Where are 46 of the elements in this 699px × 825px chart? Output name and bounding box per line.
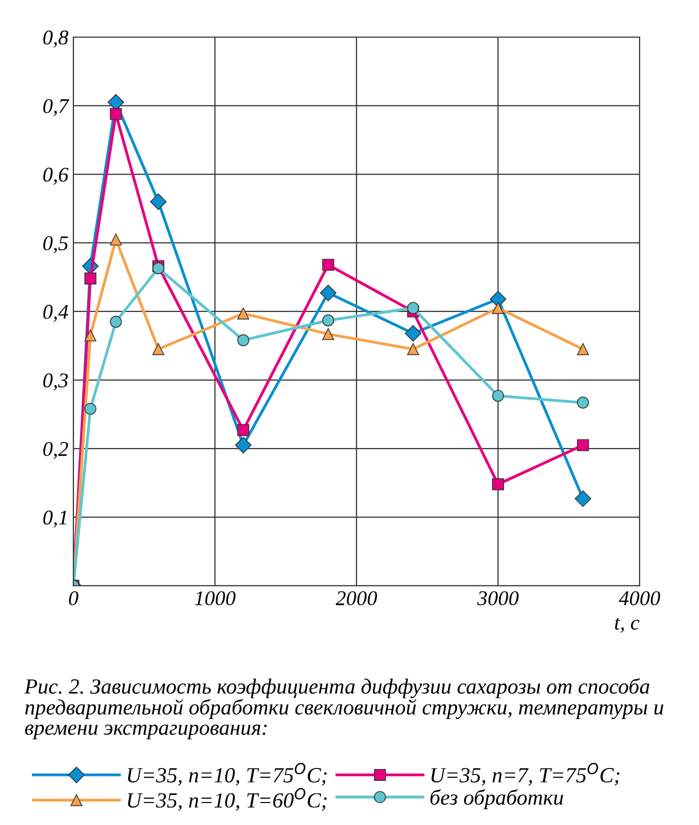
y-tick-label: 0,7 <box>43 99 70 116</box>
legend-label: без обработки <box>430 789 564 810</box>
point <box>407 302 420 314</box>
x-tick-label: 3000 <box>477 591 519 606</box>
y-tick-label: 0,8 <box>43 30 68 48</box>
x-tick-label: 2000 <box>336 591 378 606</box>
point <box>84 402 96 415</box>
point <box>234 436 252 454</box>
x-tick-label: 1000 <box>194 591 236 606</box>
point <box>576 396 589 409</box>
text: Рис. 2. Зависимость коэффициента диффузии сахарозы от способа предварительной обработки свекловичной стружки, температуры и времени экстрагирования: <box>24 678 664 740</box>
point <box>492 478 504 490</box>
point <box>237 334 250 346</box>
point <box>404 325 422 342</box>
y-tick-label: 0,4 <box>43 304 68 322</box>
y-tick-label: 0,1 <box>43 510 66 528</box>
point <box>84 272 96 284</box>
point <box>110 108 122 120</box>
point <box>237 308 250 320</box>
point <box>110 233 122 246</box>
point <box>574 490 592 507</box>
point <box>84 329 96 342</box>
point <box>576 439 589 452</box>
x-tick-label: 0 <box>68 591 78 606</box>
x-tick-label: 4000 <box>618 591 660 606</box>
point <box>576 343 589 356</box>
point <box>322 314 334 326</box>
y-tick-label: 0,5 <box>43 236 68 254</box>
point <box>492 390 504 402</box>
point <box>490 290 506 308</box>
point <box>237 424 250 436</box>
legend-label: U=35, n=10, T=60$^{O}$C; <box>128 788 327 811</box>
legend-label: U=35, n=10, T=75$^{O}$C; <box>128 762 327 786</box>
point <box>150 193 167 210</box>
point <box>320 284 336 302</box>
x-axis-title: t, c <box>615 618 640 633</box>
y-tick-label: 0,2 <box>43 442 68 460</box>
y-tick-label: 0,3 <box>43 373 68 390</box>
point <box>407 343 420 356</box>
point <box>152 343 164 356</box>
point <box>322 258 334 271</box>
point <box>322 328 334 340</box>
legend-label: U=35, n=7, T=75$^{O}$C; <box>431 762 620 786</box>
y-tick-label: 0,6 <box>43 168 68 185</box>
point <box>492 302 504 314</box>
point <box>110 316 122 328</box>
